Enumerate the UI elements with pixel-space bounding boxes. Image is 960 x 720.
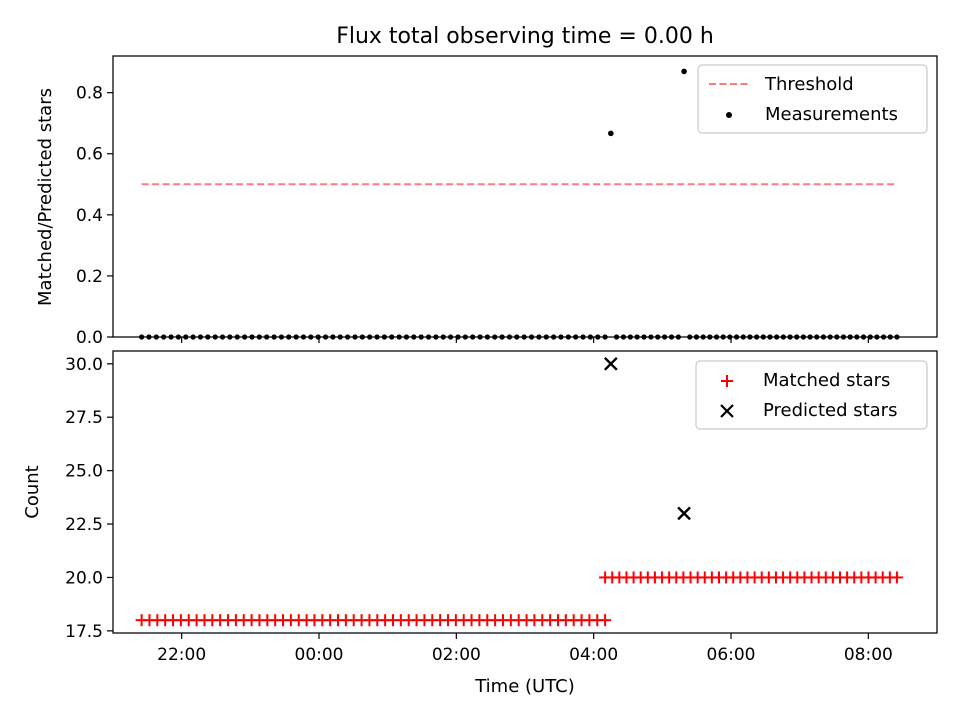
top-plot-frame xyxy=(112,55,938,338)
bottom-x-tick-label: 22:00 xyxy=(157,645,206,665)
bottom-x-tick-label: 08:00 xyxy=(844,645,893,665)
legend-matched-swatch xyxy=(721,375,733,387)
legend-predicted-swatch xyxy=(720,404,734,418)
bottom-y-tick-label: 25.0 xyxy=(65,462,103,482)
legend-measurements-swatch xyxy=(726,112,732,118)
legend-predicted-label: Predicted stars xyxy=(763,400,897,421)
bottom-y-tick-label: 17.5 xyxy=(65,622,103,642)
bottom-y-axis: 17.5 20.0 22.5 25.0 27.5 30.0 xyxy=(65,355,113,642)
bottom-panel: 17.5 20.0 22.5 25.0 27.5 30.0 22:00 00:00 02:00… xyxy=(22,350,938,697)
top-y-tick-label: 0.4 xyxy=(76,206,103,226)
top-legend-box xyxy=(697,64,928,134)
top-y-tick-label: 0.0 xyxy=(76,328,103,348)
top-y-axis: 0.0 0.2 0.4 0.6 0.8 xyxy=(76,84,113,348)
chart-title: Flux total observing time = 0.00 h xyxy=(336,24,714,49)
matched-star-marker xyxy=(599,614,612,627)
top-y-tick-label: 0.6 xyxy=(76,145,103,165)
bottom-y-tick-label: 22.5 xyxy=(65,515,103,535)
bottom-x-tick-label: 06:00 xyxy=(707,645,756,665)
legend-measurements-label: Measurements xyxy=(765,104,898,125)
measurement-point xyxy=(681,68,687,75)
predicted-stars-series xyxy=(603,356,691,521)
bottom-plot-frame xyxy=(112,350,938,634)
bottom-x-tick-label: 04:00 xyxy=(569,645,618,665)
matched-star-marker xyxy=(890,571,903,584)
bottom-legend: Matched stars Predicted stars xyxy=(695,360,928,430)
top-y-tick-label: 0.8 xyxy=(76,84,103,104)
measurement-point xyxy=(608,130,614,137)
top-panel: 0.00.20.40.60.8 Matched/Predicted stars … xyxy=(35,55,938,348)
predicted-star-marker xyxy=(677,506,691,521)
bottom-y-axis-label: Count xyxy=(22,465,43,518)
predicted-star-marker xyxy=(603,356,618,371)
top-y-axis-label: Matched/Predicted stars xyxy=(35,88,56,306)
legend-threshold-label: Threshold xyxy=(764,74,854,95)
matched-stars-series xyxy=(135,571,903,627)
bottom-y-tick-label: 20.0 xyxy=(65,568,103,588)
bottom-x-tick-label: 02:00 xyxy=(432,645,481,665)
bottom-y-tick-label: 27.5 xyxy=(65,408,103,428)
bottom-legend-box xyxy=(695,360,928,430)
bottom-x-axis: 22:00 00:00 02:00 04:00 06:00 08:00 xyxy=(157,633,893,665)
top-legend: Threshold Measurements xyxy=(697,64,928,134)
top-y-tick-label: 0.2 xyxy=(76,267,103,287)
bottom-y-tick-label: 30.0 xyxy=(65,355,103,375)
legend-matched-label: Matched stars xyxy=(763,370,890,391)
bottom-x-axis-label: Time (UTC) xyxy=(474,676,575,697)
bottom-x-tick-label: 00:00 xyxy=(295,645,344,665)
